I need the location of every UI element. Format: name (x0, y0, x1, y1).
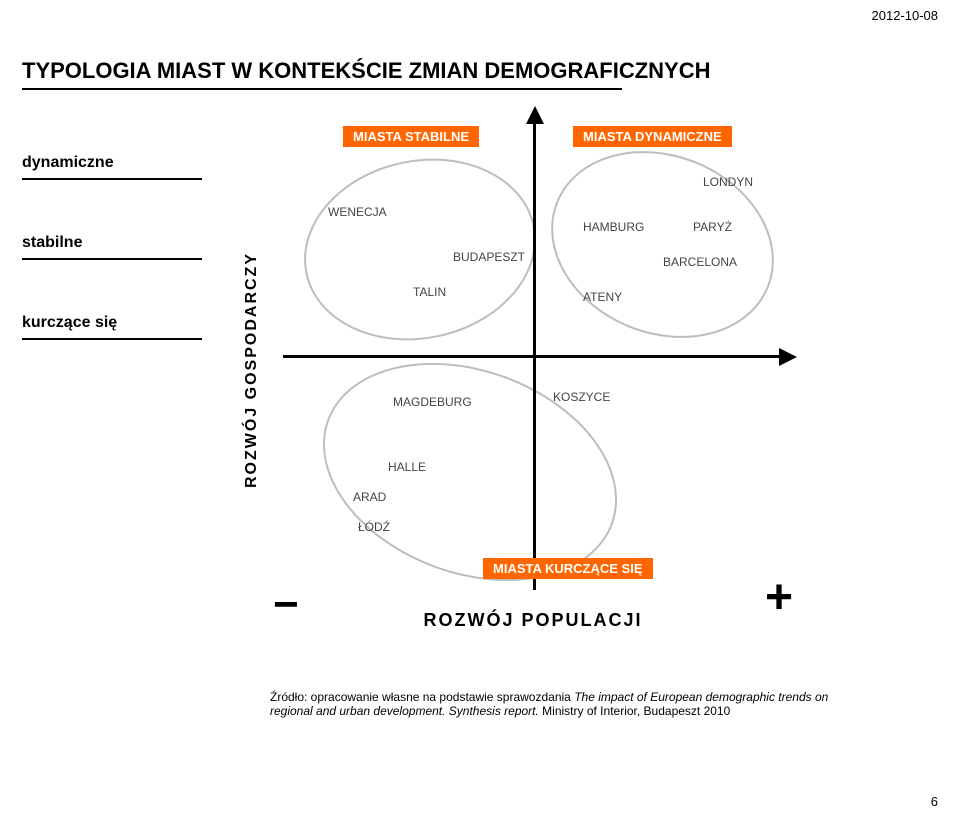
title-rule (22, 88, 622, 90)
city-label: PARYŻ (693, 220, 732, 234)
city-label: WENECJA (328, 205, 387, 219)
axis-horizontal (283, 355, 783, 358)
caption-lead: Źródło: opracowanie własne na podstawie … (270, 690, 574, 704)
arrow-up-icon (526, 106, 544, 124)
x-axis-label: ROZWÓJ POPULACJI (283, 610, 783, 631)
source-caption: Źródło: opracowanie własne na podstawie … (270, 690, 830, 718)
page-date: 2012-10-08 (872, 8, 939, 23)
city-label: HAMBURG (583, 220, 644, 234)
city-label: TALIN (413, 285, 446, 299)
city-label: ARAD (353, 490, 386, 504)
sidecat-shrinking: kurczące się (22, 310, 202, 340)
city-label: BUDAPESZT (453, 250, 525, 264)
city-label: LONDYN (703, 175, 753, 189)
city-label: KOSZYCE (553, 390, 610, 404)
y-axis-label: ROZWÓJ GOSPODARCZY (243, 190, 263, 550)
quadrant-diagram: ROZWÓJ GOSPODARCZY MIASTA STABILNE MIAST… (245, 110, 805, 670)
city-label: MAGDEBURG (393, 395, 472, 409)
sidecat-dynamic: dynamiczne (22, 150, 202, 180)
side-categories: dynamiczne stabilne kurczące się (22, 150, 202, 390)
city-label: BARCELONA (663, 255, 737, 269)
city-label: HALLE (388, 460, 426, 474)
page-number: 6 (931, 794, 938, 809)
arrow-right-icon (779, 348, 797, 366)
tag-dynamic-cities: MIASTA DYNAMICZNE (573, 126, 732, 147)
cluster-ellipse (523, 119, 802, 371)
city-label: ATENY (583, 290, 622, 304)
tag-stable-cities: MIASTA STABILNE (343, 126, 479, 147)
page-title: TYPOLOGIA MIAST W KONTEKŚCIE ZMIAN DEMOG… (22, 58, 711, 84)
tag-shrinking-cities: MIASTA KURCZĄCE SIĘ (483, 558, 653, 579)
city-label: ŁÓDŹ (358, 520, 390, 534)
plot-area: MIASTA STABILNE MIASTA DYNAMICZNE MIASTA… (283, 120, 783, 590)
caption-tail: Ministry of Interior, Budapeszt 2010 (539, 704, 730, 718)
sidecat-stable: stabilne (22, 230, 202, 260)
